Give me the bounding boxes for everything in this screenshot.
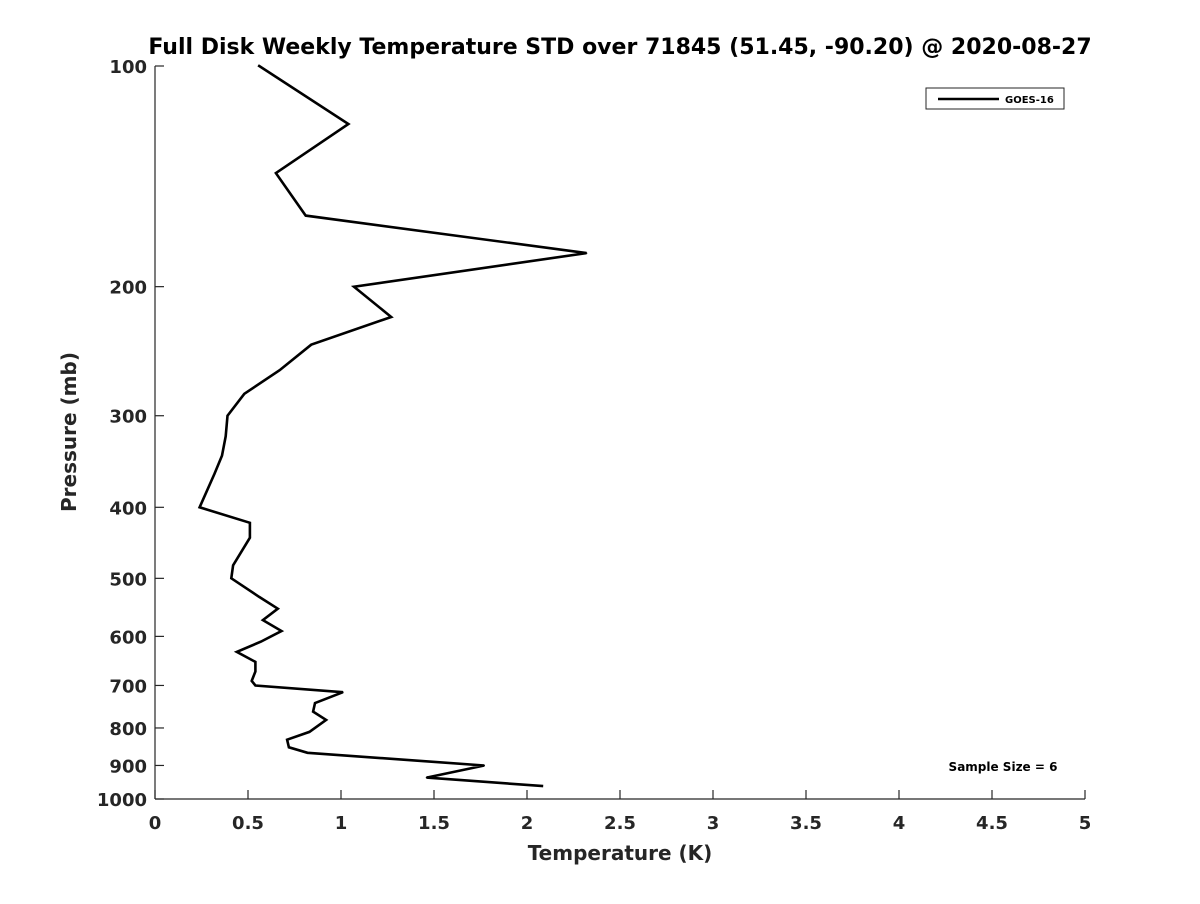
data-point — [312, 710, 314, 713]
data-point — [425, 776, 428, 779]
y-tick-label: 500 — [109, 569, 147, 590]
y-tick-label: 200 — [109, 278, 147, 299]
y-tick-label: 1000 — [97, 790, 147, 811]
data-point — [213, 472, 216, 475]
x-tick-label: 1 — [335, 813, 348, 834]
data-point — [232, 564, 234, 567]
data-point — [308, 731, 311, 733]
x-tick-label: 4 — [893, 813, 906, 834]
x-tick-label: 0.5 — [232, 813, 264, 834]
x-axis-label: Temperature (K) — [528, 841, 713, 865]
data-point — [224, 435, 227, 438]
data-point — [483, 764, 486, 767]
data-point — [541, 785, 543, 787]
data-point — [249, 536, 251, 539]
data-point — [254, 661, 257, 663]
data-point — [278, 369, 281, 371]
data-point — [230, 577, 233, 580]
data-point — [260, 640, 262, 643]
x-tick-label: 0 — [149, 813, 162, 834]
data-point — [276, 607, 279, 610]
data-point — [585, 252, 588, 254]
data-point — [306, 752, 309, 754]
data-point — [262, 619, 264, 621]
chart-title: Full Disk Weekly Temperature STD over 71… — [148, 35, 1091, 60]
x-tick-label: 3.5 — [790, 813, 822, 834]
y-tick-label: 100 — [109, 57, 147, 78]
data-point — [286, 738, 288, 741]
y-tick-label: 400 — [109, 498, 147, 519]
data-point — [198, 506, 201, 509]
data-point — [275, 172, 277, 174]
data-point — [258, 596, 260, 598]
y-tick-label: 900 — [109, 756, 147, 777]
x-tick-label: 3 — [707, 813, 720, 834]
data-point — [288, 746, 290, 749]
legend-label-goes-16: GOES-16 — [1005, 95, 1054, 106]
data-point — [236, 651, 238, 653]
y-tick-label: 800 — [109, 719, 147, 740]
x-axis-ticks: 0 0.5 1 1.5 2 2.5 3 3.5 4 4.5 5 — [149, 790, 1092, 834]
data-point — [304, 214, 307, 217]
x-tick-label: 2.5 — [604, 813, 636, 834]
data-point — [347, 123, 350, 125]
data-point — [243, 392, 246, 395]
series-line-goes-16 — [197, 64, 587, 788]
data-point — [310, 343, 313, 346]
data-point — [258, 65, 260, 67]
data-point — [353, 285, 355, 288]
y-axis-label: Pressure (mb) — [57, 352, 81, 512]
y-tick-label: 300 — [109, 407, 147, 428]
data-point — [280, 630, 283, 632]
x-tick-label: 5 — [1079, 813, 1092, 834]
data-point — [254, 684, 257, 687]
data-point — [250, 680, 253, 682]
data-point — [226, 414, 229, 417]
x-tick-label: 1.5 — [418, 813, 450, 834]
data-point — [221, 454, 223, 457]
y-tick-label: 600 — [109, 627, 147, 648]
data-point — [390, 316, 393, 318]
x-tick-label: 2 — [521, 813, 534, 834]
y-tick-label: 700 — [109, 676, 147, 697]
data-point — [254, 670, 257, 673]
y-axis-ticks: 100 200 300 400 500 600 700 800 900 1000 — [97, 57, 164, 811]
legend: GOES-16 — [925, 87, 1065, 110]
data-point — [325, 719, 327, 721]
series-lines — [197, 64, 588, 788]
data-point — [249, 522, 251, 524]
data-point — [314, 702, 316, 704]
data-point — [342, 691, 344, 694]
sample-size-annotation: Sample Size = 6 — [949, 760, 1058, 774]
x-tick-label: 4.5 — [976, 813, 1008, 834]
